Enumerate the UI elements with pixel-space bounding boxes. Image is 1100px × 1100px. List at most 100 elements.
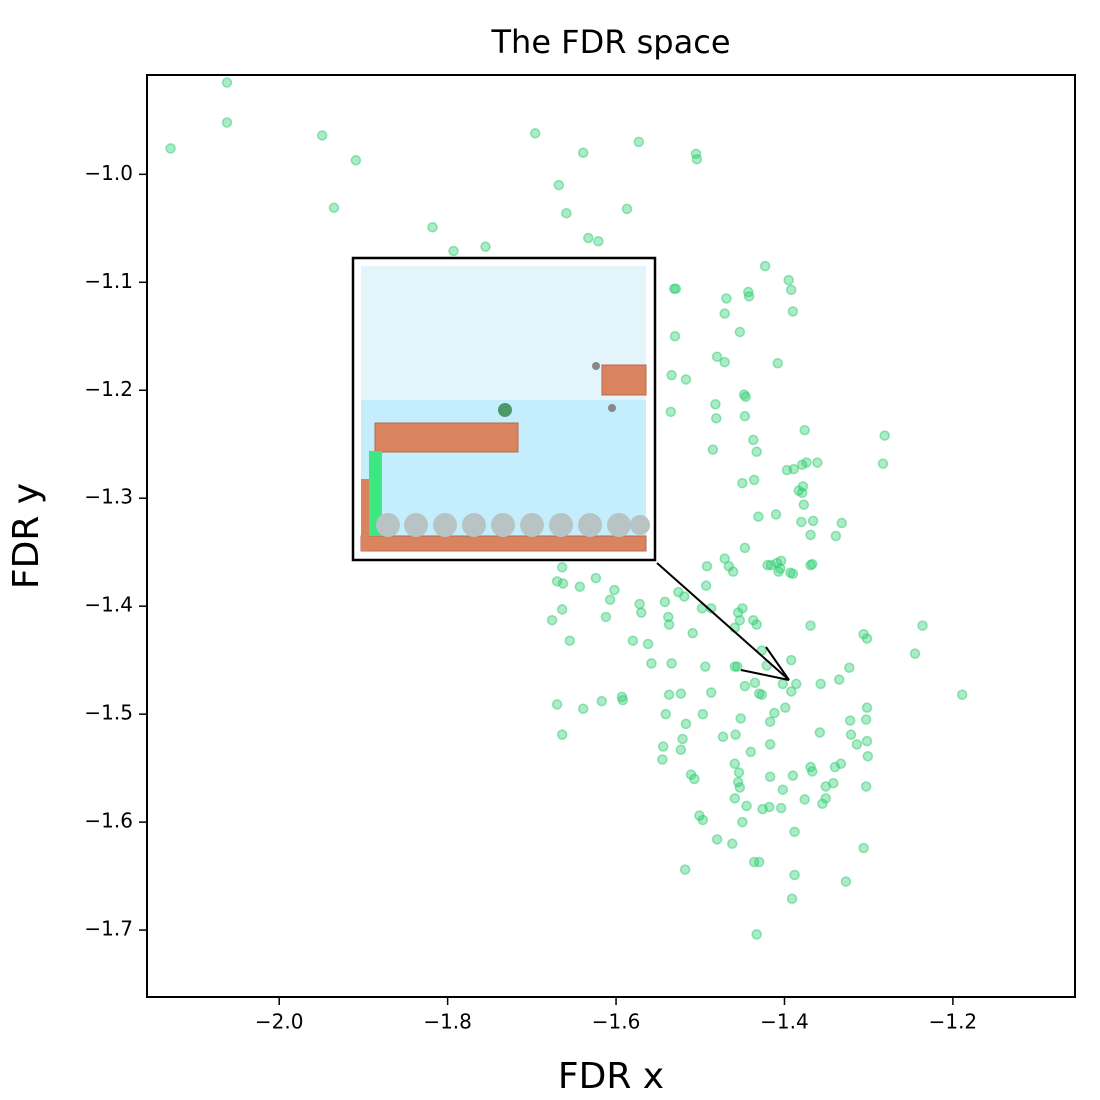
point	[783, 274, 794, 286]
point	[636, 607, 647, 618]
point	[551, 576, 563, 587]
point	[807, 766, 818, 777]
point	[860, 781, 872, 792]
point	[689, 773, 700, 785]
point	[663, 611, 674, 623]
point	[879, 430, 890, 441]
point	[590, 572, 602, 584]
point	[721, 293, 732, 304]
point	[328, 202, 340, 214]
point	[642, 638, 654, 650]
point	[577, 703, 589, 714]
point	[316, 130, 328, 141]
point	[773, 566, 784, 577]
point	[633, 136, 645, 148]
plot-frame	[146, 74, 1076, 998]
point	[861, 702, 873, 713]
inset-platform	[601, 364, 647, 396]
point	[787, 568, 799, 580]
point	[729, 758, 741, 770]
point	[764, 716, 776, 727]
point	[751, 929, 762, 940]
point	[737, 603, 748, 614]
inset-sky-top	[361, 266, 646, 400]
point	[677, 733, 688, 745]
point	[711, 834, 723, 845]
point	[734, 782, 746, 793]
point	[577, 147, 589, 158]
point	[858, 842, 869, 854]
point	[775, 555, 787, 567]
point	[801, 457, 812, 468]
inset-spikes	[376, 513, 650, 537]
point	[835, 758, 847, 770]
point	[646, 658, 657, 669]
point	[710, 399, 721, 410]
inset-ball	[608, 404, 616, 412]
point	[828, 777, 839, 789]
x-tick-label: −1.4	[760, 1010, 809, 1034]
point	[812, 457, 823, 468]
inset-platform	[374, 422, 519, 453]
point	[448, 245, 459, 257]
point	[798, 499, 810, 510]
point	[680, 374, 692, 385]
point	[561, 207, 572, 219]
point	[759, 260, 771, 272]
point	[609, 584, 620, 596]
point	[807, 515, 819, 527]
point	[814, 727, 826, 738]
inset-character	[498, 403, 512, 417]
point	[701, 560, 713, 572]
point	[877, 458, 889, 469]
point	[583, 232, 594, 244]
point	[740, 391, 751, 402]
point	[787, 770, 799, 781]
point	[705, 687, 717, 698]
point	[546, 614, 558, 626]
point	[785, 654, 797, 666]
point	[909, 648, 921, 659]
point	[680, 718, 692, 730]
point	[753, 511, 764, 522]
x-tick-label: −1.2	[929, 1010, 978, 1034]
point	[817, 798, 828, 809]
point	[679, 864, 691, 875]
point	[666, 658, 677, 669]
point	[427, 221, 438, 233]
y-tick-label: −1.3	[84, 485, 133, 509]
point	[707, 444, 719, 455]
point	[733, 767, 745, 778]
point	[789, 826, 800, 838]
point	[796, 487, 808, 499]
y-tick-label: −1.1	[84, 269, 133, 293]
point	[785, 284, 797, 296]
point	[675, 688, 687, 699]
point	[673, 586, 684, 598]
x-tick-label: −1.6	[592, 1010, 641, 1034]
point	[799, 424, 810, 436]
point	[627, 635, 639, 646]
point	[711, 413, 722, 424]
point	[737, 477, 748, 489]
point	[556, 604, 568, 615]
point	[659, 596, 671, 608]
point	[861, 735, 873, 747]
point	[770, 509, 782, 520]
point	[805, 559, 816, 571]
point	[764, 771, 776, 783]
y-tick-label: −1.5	[84, 701, 133, 725]
y-tick-label: −1.7	[84, 917, 133, 941]
point	[786, 893, 798, 905]
point	[621, 203, 633, 215]
x-tick-label: −2.0	[255, 1010, 304, 1034]
y-tick-label: −1.4	[84, 593, 133, 617]
point	[553, 179, 565, 191]
point	[665, 406, 677, 418]
point	[851, 739, 863, 750]
point	[860, 714, 872, 725]
y-axis-label: FDR y	[6, 483, 47, 589]
point	[833, 674, 845, 685]
point	[791, 678, 802, 690]
